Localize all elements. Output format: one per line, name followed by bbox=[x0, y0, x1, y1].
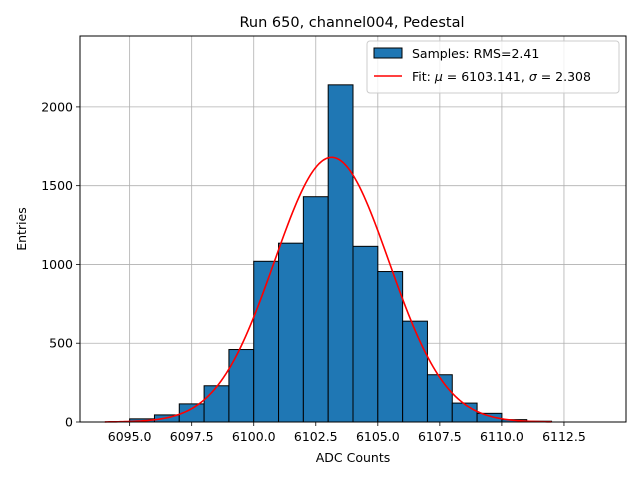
y-tick-label: 0 bbox=[65, 415, 73, 430]
y-tick-label: 2000 bbox=[41, 99, 73, 114]
y-axis-ticks: 0 500 1000 1500 2000 bbox=[41, 99, 80, 430]
histogram-bar bbox=[426, 374, 453, 423]
x-tick-label: 6105.0 bbox=[356, 429, 400, 444]
x-tick-label: 6102.5 bbox=[294, 429, 338, 444]
plot-frame bbox=[79, 35, 627, 423]
histogram-bar bbox=[352, 245, 379, 423]
histogram-bar bbox=[402, 320, 428, 423]
x-tick-label: 6100.0 bbox=[232, 429, 276, 444]
legend-mu-symbol: μ bbox=[434, 69, 443, 84]
histogram-bar bbox=[228, 349, 255, 423]
x-tick-label: 6112.5 bbox=[542, 429, 586, 444]
fit-curve bbox=[104, 156, 552, 423]
legend-sigma-symbol: σ bbox=[529, 69, 538, 84]
x-tick-label: 6107.5 bbox=[418, 429, 462, 444]
y-tick-label: 1500 bbox=[41, 178, 73, 193]
histogram-bar bbox=[278, 242, 304, 423]
x-axis-ticks: 6095.0 6097.5 6100.0 6102.5 6105.0 6107.5 6110… bbox=[108, 422, 586, 444]
x-tick-label: 6095.0 bbox=[108, 429, 152, 444]
x-tick-label: 6097.5 bbox=[170, 429, 214, 444]
legend-samples-swatch bbox=[373, 47, 403, 59]
legend-samples-label: Samples: RMS=2.41 bbox=[412, 46, 539, 61]
chart-title: Run 650, channel004, Pedestal bbox=[239, 15, 464, 31]
fit-curve-layer bbox=[104, 156, 552, 423]
histogram-bar bbox=[327, 84, 354, 423]
y-tick-label: 1000 bbox=[41, 257, 73, 272]
y-axis-label: Entries bbox=[14, 207, 29, 251]
histogram-bar bbox=[253, 260, 280, 423]
legend-fit-prefix: Fit: bbox=[412, 69, 435, 84]
histogram-bar bbox=[302, 196, 329, 423]
histogram-bar bbox=[377, 271, 404, 423]
histogram-bars bbox=[129, 84, 553, 423]
x-axis-label: ADC Counts bbox=[316, 450, 391, 465]
legend-fit-label: Fit: μ = 6103.141, σ = 2.308 bbox=[412, 69, 591, 84]
histogram-bar bbox=[451, 402, 478, 423]
legend-box bbox=[366, 40, 620, 94]
legend: Samples: RMS=2.41 Fit: μ = 6103.141, σ =… bbox=[366, 40, 620, 94]
y-tick-label: 500 bbox=[49, 336, 73, 351]
histogram-bar bbox=[203, 385, 230, 423]
legend-mu-value: = 6103.141, bbox=[443, 69, 529, 84]
x-tick-label: 6110.0 bbox=[480, 429, 524, 444]
legend-sigma-value: = 2.308 bbox=[537, 69, 591, 84]
